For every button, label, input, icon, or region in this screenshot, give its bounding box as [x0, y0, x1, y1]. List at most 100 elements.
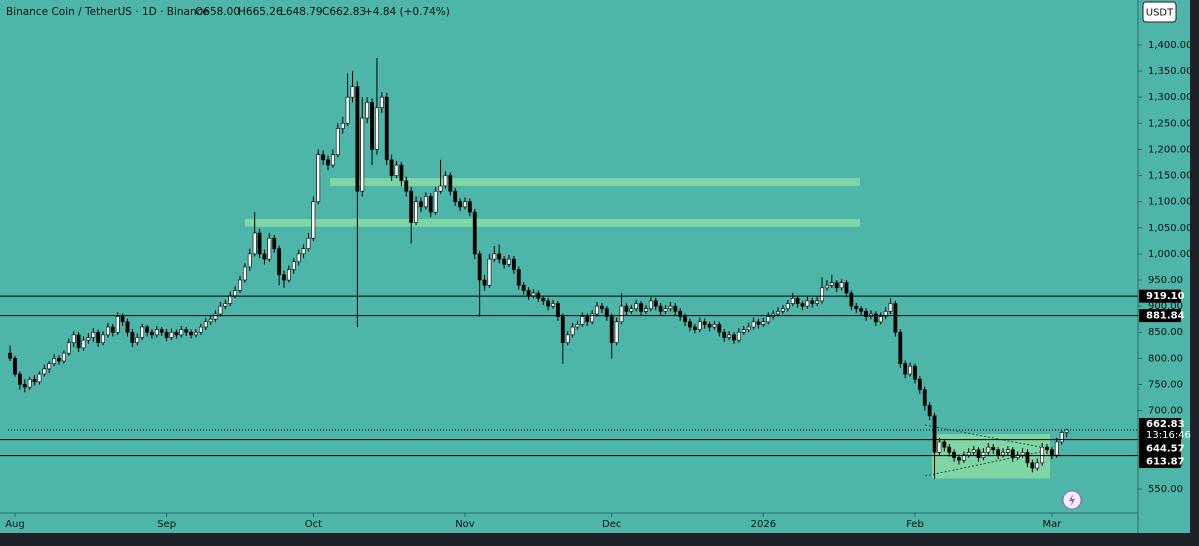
- candle-body: [331, 154, 335, 166]
- symbol-title: Binance Coin / TetherUS · 1D · Binance: [6, 6, 209, 18]
- candle-body: [301, 248, 306, 255]
- y-tick-label: 1,350.00: [1148, 66, 1193, 77]
- candle-body: [619, 305, 624, 323]
- y-tick-label: 900.00: [1148, 301, 1183, 312]
- candle-body: [917, 378, 922, 391]
- candle-body: [516, 269, 521, 286]
- candle-body: [384, 96, 389, 161]
- candle-body: [81, 339, 86, 349]
- last-price-label: 662.83: [1146, 419, 1185, 430]
- candle-body: [179, 329, 184, 336]
- candle-body: [546, 300, 551, 307]
- candle-body: [101, 334, 105, 343]
- level-label: 881.84: [1146, 311, 1185, 322]
- x-tick-label: Dec: [602, 519, 621, 530]
- candle-body: [893, 303, 898, 333]
- candle-body: [614, 321, 619, 343]
- candle-body: [688, 321, 692, 328]
- candle-body: [404, 180, 409, 192]
- y-tick-label: 1,400.00: [1148, 40, 1193, 51]
- candle-body: [785, 303, 790, 310]
- candle-body: [62, 352, 66, 362]
- candle-body: [717, 324, 722, 333]
- y-tick-label: 1,150.00: [1148, 171, 1193, 182]
- candle-body: [952, 452, 956, 458]
- x-tick-label: Oct: [305, 519, 322, 530]
- zone: [245, 218, 860, 227]
- currency-button[interactable]: [1142, 1, 1177, 23]
- y-tick-label: 700.00: [1148, 406, 1183, 417]
- candle-body: [810, 300, 815, 304]
- candle-body: [419, 201, 423, 208]
- x-tick-label: 2026: [751, 519, 776, 530]
- candles: [8, 57, 1069, 479]
- candle-body: [888, 303, 893, 312]
- candle-body: [942, 441, 947, 448]
- candle-body: [272, 237, 277, 249]
- candle-body: [184, 329, 189, 333]
- candle-body: [135, 337, 140, 343]
- candle-body: [570, 326, 575, 336]
- candle-body: [316, 154, 321, 202]
- candle-body: [624, 305, 629, 312]
- candle-body: [394, 164, 399, 176]
- candle-body: [164, 331, 169, 338]
- candle-body: [96, 331, 101, 343]
- candle-body: [790, 297, 795, 304]
- candle-body: [115, 316, 120, 333]
- candle-body: [159, 329, 164, 333]
- y-tick-label: 800.00: [1148, 353, 1183, 364]
- right-edge: [1190, 0, 1199, 546]
- candle-body: [267, 237, 272, 260]
- candle-body: [463, 201, 467, 208]
- candle-body: [1010, 449, 1015, 458]
- candle-body: [820, 287, 824, 302]
- candle-body: [350, 86, 355, 98]
- y-tick-label: 1,300.00: [1148, 92, 1193, 103]
- candle-body: [1001, 452, 1005, 456]
- x-tick-label: Aug: [5, 519, 25, 530]
- candle-body: [282, 274, 286, 281]
- candle-body: [311, 201, 316, 239]
- candle-body: [707, 324, 712, 328]
- candle-body: [683, 316, 687, 323]
- candle-body: [692, 326, 697, 330]
- candle-body: [913, 365, 917, 380]
- candle-body: [741, 329, 746, 333]
- candle-body: [238, 279, 242, 291]
- candle-body: [991, 446, 996, 451]
- candle-body: [976, 449, 981, 458]
- candle-body: [551, 303, 555, 307]
- candle-body: [878, 316, 883, 323]
- candle-body: [438, 185, 443, 192]
- candle-body: [17, 373, 22, 385]
- zone: [932, 434, 1050, 479]
- candle-body: [663, 308, 668, 312]
- candle-body: [76, 334, 81, 349]
- candle-body: [668, 305, 673, 310]
- candle-body: [502, 258, 507, 265]
- candle-body: [575, 324, 580, 328]
- candle-body: [815, 300, 820, 304]
- candle-body: [996, 449, 1001, 456]
- zones: [245, 178, 1050, 479]
- candle-body: [228, 295, 233, 304]
- candle-body: [66, 342, 71, 354]
- candle-body: [389, 159, 394, 176]
- candle-body: [702, 321, 707, 325]
- candle-body: [409, 190, 414, 223]
- candle-body: [296, 253, 301, 263]
- candle-body: [47, 363, 52, 370]
- candle-body: [521, 284, 526, 291]
- candle-body: [120, 316, 125, 323]
- candle-body: [1064, 429, 1069, 433]
- candle-body: [839, 282, 844, 289]
- ohlc-change: +4.84 (+0.74%): [364, 6, 450, 18]
- bottom-edge: [0, 533, 1199, 546]
- candle-body: [223, 303, 228, 307]
- candle-body: [849, 292, 854, 307]
- candle-body: [751, 321, 756, 328]
- candle-body: [340, 122, 345, 129]
- candle-body: [203, 321, 208, 328]
- candle-body: [345, 96, 350, 124]
